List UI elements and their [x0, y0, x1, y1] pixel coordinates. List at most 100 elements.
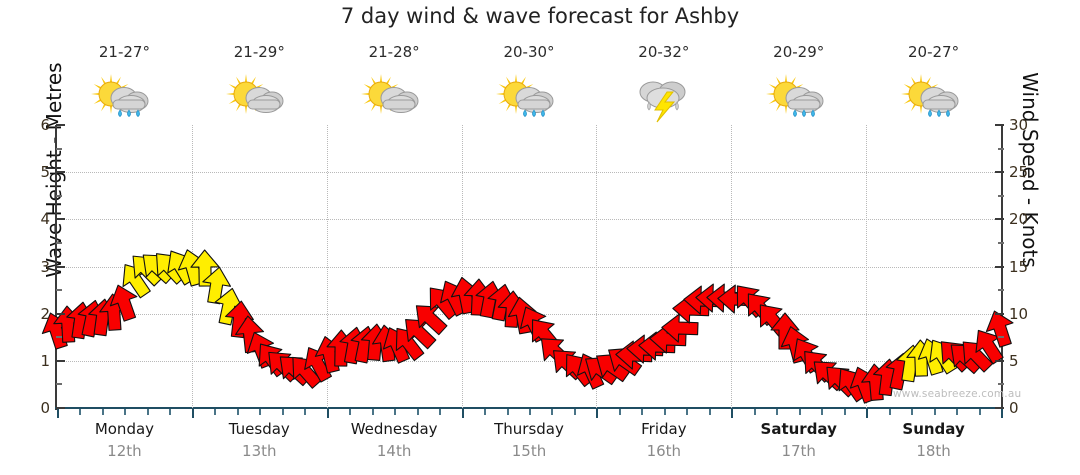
- x-tick-major: [866, 409, 869, 418]
- vertical-gridline: [326, 125, 328, 408]
- plot-area: [41, 125, 1014, 408]
- temperature-range-tuesday: 21-29°: [233, 43, 285, 61]
- day-label-row: Monday 12th Tuesday 13th Wednesday 14th Thursd…: [0, 420, 1080, 468]
- left-tick-label: 5: [40, 163, 50, 182]
- wind-arrow: [660, 305, 699, 345]
- x-tick-minor: [529, 409, 531, 415]
- vertical-gridline: [596, 125, 598, 408]
- left-tick-major: [56, 218, 65, 221]
- vertical-gridline: [461, 125, 463, 408]
- right-tick-label: 5: [1009, 351, 1019, 370]
- x-tick-minor: [349, 409, 352, 415]
- vertical-gridline: [731, 125, 733, 408]
- right-tick-label: 20: [1009, 210, 1029, 229]
- page-title: 7 day wind & wave forecast for Ashby: [340, 4, 740, 28]
- x-tick-minor: [416, 409, 419, 415]
- right-tick-major: [995, 359, 1004, 362]
- x-tick-minor: [169, 409, 172, 415]
- watermark: www.seabreeze.com.au: [893, 388, 1022, 400]
- x-tick-major: [731, 409, 734, 418]
- x-tick-minor: [573, 409, 576, 415]
- wind-arrow: [416, 297, 448, 337]
- x-tick-minor: [101, 409, 104, 415]
- left-tick-major: [56, 171, 65, 174]
- sun-cloud-icon: [357, 68, 431, 123]
- right-tick-minor: [998, 241, 1004, 244]
- x-tick-minor: [214, 409, 217, 415]
- day-name-thursday: Thursday: [494, 420, 564, 438]
- x-tick-minor: [236, 409, 239, 415]
- x-tick-major: [596, 409, 599, 418]
- x-tick-minor: [79, 409, 82, 415]
- vertical-gridline: [866, 125, 868, 408]
- temperature-row: 21-27° 21-29° 21-28° 20-30° 20-32° 20-29° 20-2…: [0, 43, 1080, 67]
- day-name-sunday: Sunday: [902, 420, 965, 438]
- x-tick-minor: [281, 409, 284, 415]
- horizontal-gridline: [57, 266, 1001, 268]
- x-tick-minor: [506, 409, 509, 415]
- day-name-monday: Monday: [94, 420, 155, 438]
- right-tick-minor: [998, 194, 1004, 197]
- sun-cloud-rain-icon: [897, 68, 971, 123]
- x-tick-minor: [956, 409, 959, 415]
- day-name-saturday: Saturday: [760, 420, 837, 438]
- right-tick-label: 0: [1009, 399, 1019, 417]
- day-name-friday: Friday: [641, 420, 687, 438]
- left-tick-label: 4: [40, 210, 50, 229]
- horizontal-gridline: [57, 172, 1001, 174]
- left-axis-line: [55, 125, 57, 410]
- sun-cloud-rain-icon: [492, 68, 566, 123]
- x-tick-minor: [663, 409, 666, 415]
- temperature-range-saturday: 20-29°: [773, 43, 825, 61]
- horizontal-gridline: [57, 219, 1001, 221]
- day-date-wednesday: 14th: [376, 442, 412, 460]
- x-tick-minor: [821, 409, 824, 415]
- left-tick-label: 3: [40, 257, 50, 276]
- right-tick-label: 10: [1009, 304, 1029, 323]
- x-tick-minor: [259, 409, 262, 415]
- day-date-sunday: 18th: [916, 442, 951, 460]
- day-date-monday: 12th: [107, 442, 142, 460]
- day-date-thursday: 15th: [511, 442, 547, 460]
- right-tick-label: 25: [1009, 163, 1029, 182]
- day-date-tuesday: 13th: [242, 442, 277, 460]
- x-tick-minor: [798, 409, 801, 415]
- right-tick-minor: [998, 383, 1004, 386]
- right-tick-major: [995, 218, 1004, 221]
- x-tick-minor: [124, 409, 127, 415]
- right-tick-major: [995, 171, 1004, 174]
- temperature-range-monday: 21-27°: [98, 43, 150, 61]
- x-tick-minor: [641, 409, 644, 415]
- right-axis-line: [1001, 125, 1003, 410]
- day-name-wednesday: Wednesday: [350, 420, 438, 438]
- left-tick-major: [56, 359, 65, 362]
- day-date-friday: 16th: [646, 442, 682, 460]
- right-tick-label: 30: [1009, 116, 1029, 134]
- right-tick-label: 15: [1009, 257, 1029, 276]
- temperature-range-thursday: 20-30°: [503, 43, 555, 61]
- x-tick-minor: [394, 409, 397, 415]
- right-tick-major: [995, 265, 1004, 268]
- temperature-range-friday: 20-32°: [638, 43, 690, 61]
- x-tick-minor: [551, 409, 554, 415]
- left-tick-minor: [56, 383, 62, 386]
- left-tick-minor: [56, 194, 62, 197]
- left-tick-minor: [56, 336, 62, 339]
- x-tick-major: [57, 409, 59, 418]
- temperature-range-wednesday: 21-28°: [368, 43, 420, 61]
- x-tick-minor: [933, 409, 936, 415]
- sun-cloud-rain-icon: [762, 68, 836, 123]
- horizontal-gridline: [57, 360, 1001, 362]
- x-tick-minor: [708, 409, 711, 415]
- sun-cloud-icon: [222, 68, 296, 123]
- x-tick-minor: [371, 409, 374, 415]
- left-tick-major: [56, 407, 65, 409]
- x-tick-minor: [911, 409, 914, 415]
- right-tick-minor: [998, 147, 1004, 150]
- left-tick-major: [56, 124, 65, 126]
- right-tick-minor: [998, 289, 1004, 292]
- x-tick-minor: [978, 409, 981, 415]
- right-tick-major: [995, 407, 1004, 409]
- temperature-range-sunday: 20-27°: [908, 43, 960, 61]
- right-tick-minor: [998, 336, 1004, 339]
